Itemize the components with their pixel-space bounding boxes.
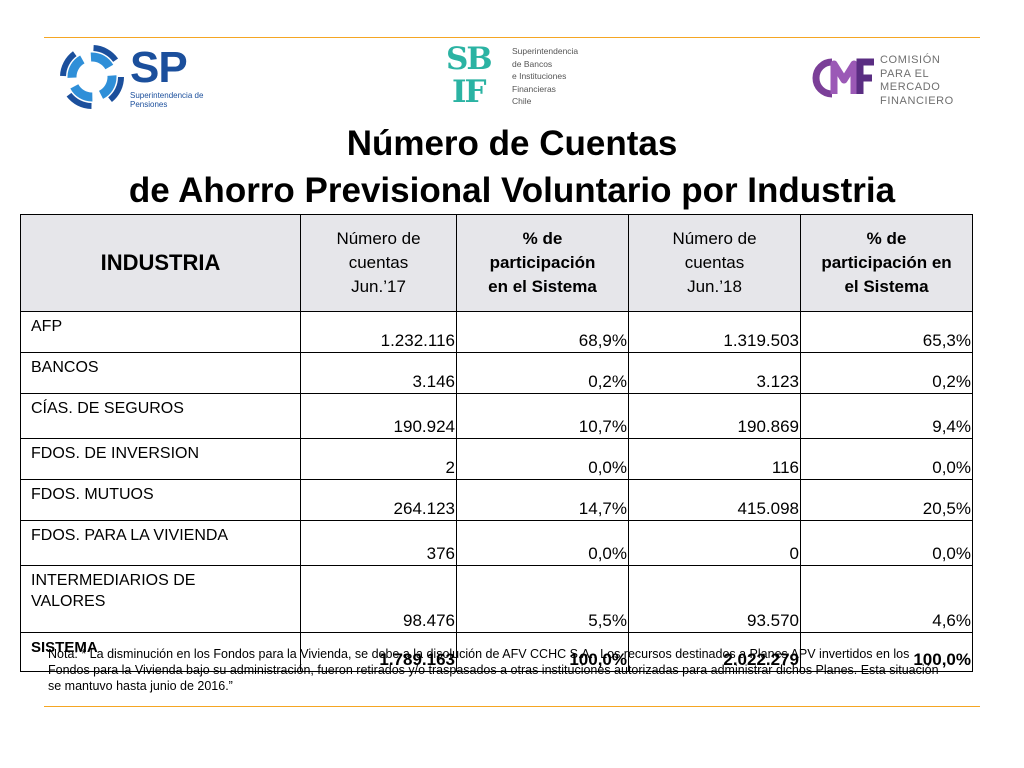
page-title-line-1: Número de Cuentas <box>346 124 678 163</box>
accounts-table: INDUSTRIA Número de cuentas Jun.’17 % de… <box>20 214 973 672</box>
cuentas-jun18: 190.869 <box>628 393 801 439</box>
participacion-jun17: 10,7% <box>456 393 629 439</box>
industry-name: FDOS. MUTUOS <box>20 479 301 521</box>
table-row: INTERMEDIARIOS DE VALORES 98.476 5,5% 93… <box>20 565 973 633</box>
header-participacion-jun17: % de participación en el Sistema <box>456 214 629 312</box>
cuentas-jun18: 116 <box>628 438 801 480</box>
sp-emblem-icon <box>60 45 124 109</box>
table-row: AFP 1.232.116 68,9% 1.319.503 65,3% <box>20 311 973 353</box>
table-header-row: INDUSTRIA Número de cuentas Jun.’17 % de… <box>20 214 973 312</box>
participacion-jun17: 0,2% <box>456 352 629 394</box>
total-cuentas-jun17: 1.789.163 <box>300 632 457 672</box>
cmf-logo: COMISIÓN PARA EL MERCADO FINANCIERO <box>812 50 972 110</box>
cuentas-jun17: 3.146 <box>300 352 457 394</box>
cuentas-jun18: 1.319.503 <box>628 311 801 353</box>
bottom-divider <box>44 706 980 707</box>
footnote: Nota: * La disminución en los Fondos par… <box>48 647 939 693</box>
table-row: FDOS. MUTUOS 264.123 14,7% 415.098 20,5% <box>20 479 973 521</box>
cuentas-jun17: 376 <box>300 520 457 566</box>
header-participacion-jun18: % de participación en el Sistema <box>800 214 973 312</box>
participacion-jun18: 0,0% <box>800 520 973 566</box>
sp-logo-mark: SP <box>130 43 188 92</box>
industry-name: FDOS. PARA LA VIVIENDA <box>20 520 301 566</box>
participacion-jun18: 0,0% <box>800 438 973 480</box>
participacion-jun18: 9,4% <box>800 393 973 439</box>
cuentas-jun17: 264.123 <box>300 479 457 521</box>
cuentas-jun17: 190.924 <box>300 393 457 439</box>
participacion-jun18: 65,3% <box>800 311 973 353</box>
participacion-jun17: 0,0% <box>456 438 629 480</box>
cuentas-jun17: 2 <box>300 438 457 480</box>
cuentas-jun17: 98.476 <box>300 565 457 633</box>
participacion-jun17: 5,5% <box>456 565 629 633</box>
page-title-line-2: de Ahorro Previsional Voluntario por Ind… <box>128 171 896 210</box>
industry-name: AFP <box>20 311 301 353</box>
sbif-logo-name: Superintendencia de Bancos e Institucion… <box>512 46 579 106</box>
superintendencia-pensiones-logo: SP Superintendencia de Pensiones <box>58 44 218 114</box>
total-participacion-jun18: 100,0% <box>800 632 973 672</box>
total-name: SISTEMA <box>20 632 301 672</box>
industry-name: CÍAS. DE SEGUROS <box>20 393 301 439</box>
header-cuentas-jun17: Número de cuentas Jun.’17 <box>300 214 457 312</box>
top-divider <box>44 37 980 38</box>
cmf-logo-name: COMISIÓN PARA EL MERCADO FINANCIERO <box>880 54 954 107</box>
table-row: FDOS. DE INVERSION 2 0,0% 116 0,0% <box>20 438 973 480</box>
total-cuentas-jun18: 2.022.279 <box>628 632 801 672</box>
table-row: BANCOS 3.146 0,2% 3.123 0,2% <box>20 352 973 394</box>
header-cuentas-jun18: Número de cuentas Jun.’18 <box>628 214 801 312</box>
table-total-row: SISTEMA 1.789.163 100,0% 2.022.279 100,0… <box>20 632 973 672</box>
participacion-jun18: 20,5% <box>800 479 973 521</box>
total-participacion-jun17: 100,0% <box>456 632 629 672</box>
participacion-jun17: 0,0% <box>456 520 629 566</box>
cuentas-jun18: 93.570 <box>628 565 801 633</box>
cuentas-jun18: 415.098 <box>628 479 801 521</box>
header-industria: INDUSTRIA <box>20 214 301 312</box>
participacion-jun18: 0,2% <box>800 352 973 394</box>
cuentas-jun18: 0 <box>628 520 801 566</box>
cuentas-jun17: 1.232.116 <box>300 311 457 353</box>
industry-name: BANCOS <box>20 352 301 394</box>
table-row: CÍAS. DE SEGUROS 190.924 10,7% 190.869 9… <box>20 393 973 439</box>
sbif-logo-mark: SB IF <box>446 41 493 110</box>
industry-name: INTERMEDIARIOS DE VALORES <box>20 565 301 633</box>
table-row: FDOS. PARA LA VIVIENDA 376 0,0% 0 0,0% <box>20 520 973 566</box>
sbif-logo: SB IF Superintendencia de Bancos e Insti… <box>446 43 586 118</box>
industry-name: FDOS. DE INVERSION <box>20 438 301 480</box>
cmf-mark-icon <box>812 58 874 98</box>
participacion-jun17: 14,7% <box>456 479 629 521</box>
cuentas-jun18: 3.123 <box>628 352 801 394</box>
sp-logo-name: Superintendencia de Pensiones <box>130 91 204 109</box>
participacion-jun17: 68,9% <box>456 311 629 353</box>
participacion-jun18: 4,6% <box>800 565 973 633</box>
